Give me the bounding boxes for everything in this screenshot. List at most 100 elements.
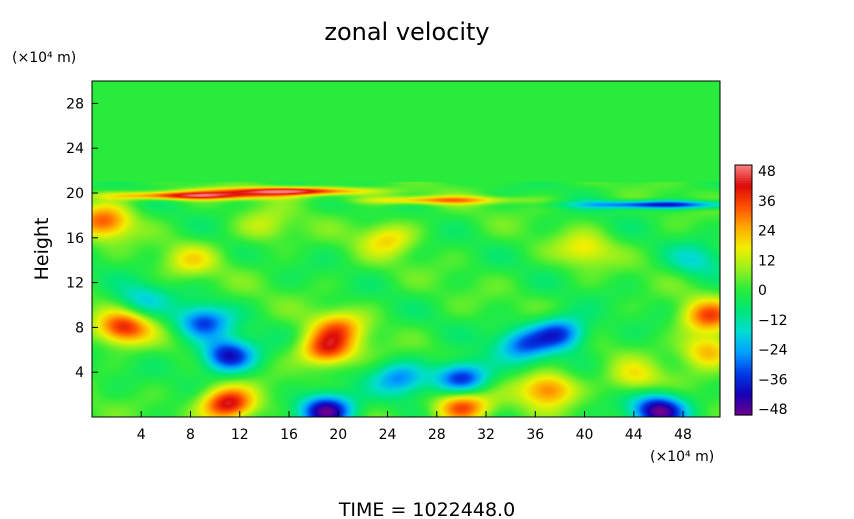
colorbar-label: −12 xyxy=(758,313,788,329)
colorbar-label: −48 xyxy=(758,402,788,418)
x-tick-label: 20 xyxy=(329,427,347,443)
colorbar: 48 36 24 12 0 −12 −24 −36 −48 xyxy=(734,164,788,418)
y-axis-label: Height xyxy=(31,218,53,281)
colorbar-label: 36 xyxy=(758,194,776,210)
colorbar-segment xyxy=(735,323,752,328)
chart-title: zonal velocity xyxy=(324,18,489,46)
colorbar-segment xyxy=(735,217,752,221)
colorbar-label: 24 xyxy=(758,224,776,240)
x-tick-label: 12 xyxy=(231,427,249,443)
colorbar-segment xyxy=(735,284,752,288)
colorbar-segment xyxy=(735,188,752,192)
y-tick-label: 12 xyxy=(66,276,84,292)
colorbar-segment xyxy=(735,222,752,226)
colorbar-segment xyxy=(735,219,752,223)
colorbar-segment xyxy=(735,375,752,380)
colorbar-segment xyxy=(735,316,752,320)
y-unit-label: (×10⁴ m) xyxy=(12,50,76,66)
colorbar-segment xyxy=(735,412,752,416)
colorbar-segment xyxy=(735,329,752,333)
colorbar-segment xyxy=(735,357,752,361)
y-tick-label: 4 xyxy=(75,365,84,381)
colorbar-segment xyxy=(735,321,752,325)
colorbar-segment xyxy=(735,391,752,395)
colorbar-segment xyxy=(735,214,752,218)
x-tick-label: 28 xyxy=(428,427,446,443)
colorbar-segment xyxy=(735,326,752,330)
heatmap-canvas xyxy=(92,81,720,417)
colorbar-segment xyxy=(735,175,752,179)
x-tick-label: 32 xyxy=(477,427,495,443)
colorbar-segment xyxy=(735,237,752,242)
colorbar-segment xyxy=(735,209,752,213)
colorbar-segment xyxy=(735,224,752,229)
colorbar-segment xyxy=(735,201,752,205)
y-tick-label: 20 xyxy=(66,186,84,202)
colorbar-segment xyxy=(735,180,752,184)
x-tick-label: 4 xyxy=(137,427,146,443)
colorbar-segment xyxy=(735,407,752,411)
colorbar-label: 12 xyxy=(758,253,776,269)
colorbar-segment xyxy=(735,401,752,406)
colorbar-segment xyxy=(735,191,752,195)
colorbar-segment xyxy=(735,240,752,244)
y-axis-ticks: 4 8 12 16 20 24 28 xyxy=(66,96,98,381)
colorbar-segment xyxy=(735,386,752,390)
colorbar-segment xyxy=(735,170,752,174)
colorbar-segment xyxy=(735,310,752,315)
colorbar-segment xyxy=(735,172,752,177)
x-tick-label: 36 xyxy=(526,427,544,443)
colorbar-segment xyxy=(735,290,752,294)
colorbar-label: 0 xyxy=(758,283,767,299)
colorbar-segment xyxy=(735,245,752,249)
colorbar-segment xyxy=(735,318,752,322)
colorbar-segment xyxy=(735,399,752,403)
colorbar-segment xyxy=(735,256,752,260)
colorbar-segment xyxy=(735,248,752,252)
x-tick-label: 8 xyxy=(186,427,195,443)
x-tick-label: 48 xyxy=(674,427,692,443)
colorbar-segment xyxy=(735,263,752,268)
x-tick-label: 16 xyxy=(280,427,298,443)
x-tick-label: 40 xyxy=(576,427,594,443)
colorbar-segment xyxy=(735,344,752,348)
colorbar-segment xyxy=(735,276,752,281)
colorbar-segment xyxy=(735,355,752,359)
colorbar-segment xyxy=(735,347,752,351)
colorbar-segment xyxy=(735,274,752,278)
colorbar-segment xyxy=(735,303,752,307)
x-axis-ticks: 4 8 12 16 20 24 28 32 36 40 44 48 xyxy=(137,411,692,443)
colorbar-segment xyxy=(735,362,752,367)
colorbar-segment xyxy=(735,279,752,283)
colorbar-segment xyxy=(735,185,752,190)
colorbar-segment xyxy=(735,336,752,341)
colorbar-segment xyxy=(735,394,752,398)
colorbar-segment xyxy=(735,198,752,203)
colorbar-frame xyxy=(734,164,753,416)
colorbar-segment xyxy=(735,292,752,296)
colorbar-segment xyxy=(735,271,752,275)
colorbar-segment xyxy=(735,388,752,393)
colorbar-segment xyxy=(735,349,752,354)
colorbar-segment xyxy=(735,383,752,387)
colorbar-segment xyxy=(735,167,752,171)
colorbar-segment xyxy=(735,313,752,317)
colorbar-segment xyxy=(735,258,752,262)
colorbar-segment xyxy=(735,253,752,257)
colorbar-segment xyxy=(735,230,752,234)
colorbar-segment xyxy=(735,308,752,312)
y-tick-label: 16 xyxy=(66,231,84,247)
colorbar-segment xyxy=(735,365,752,369)
colorbar-label: −36 xyxy=(758,372,788,388)
colorbar-segment xyxy=(735,373,752,377)
colorbar-segment xyxy=(735,352,752,356)
colorbar-segment xyxy=(735,409,752,413)
colorbar-segment xyxy=(735,282,752,286)
colorbar-segment xyxy=(735,295,752,299)
colorbar-segment xyxy=(735,287,752,291)
colorbar-segment xyxy=(735,334,752,338)
colorbar-segment xyxy=(735,183,752,187)
colorbar-segment xyxy=(735,331,752,335)
colorbar-segment xyxy=(735,261,752,265)
colorbar-segment xyxy=(735,196,752,200)
